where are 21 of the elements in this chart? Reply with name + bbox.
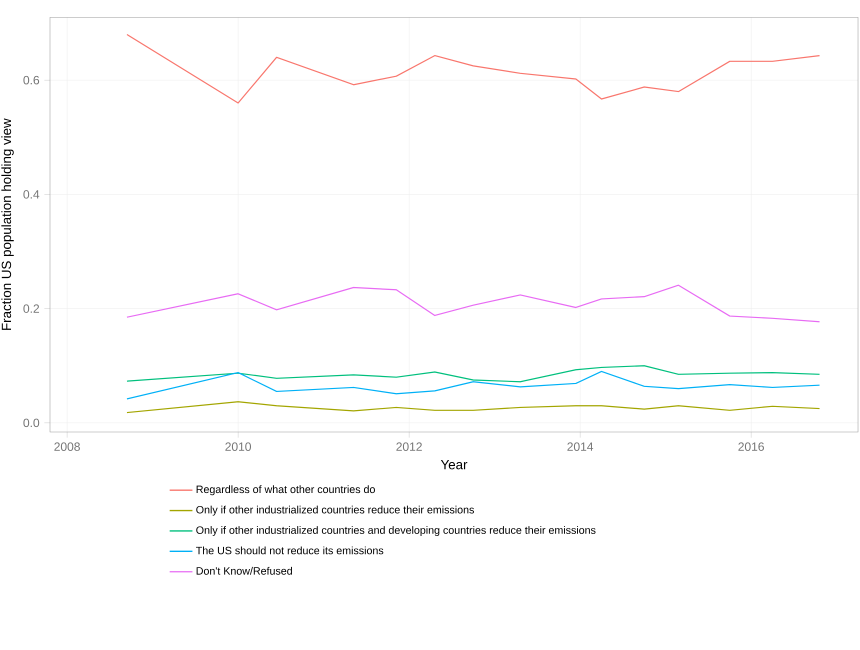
y-tick-label: 0.0 bbox=[23, 418, 40, 428]
line-series bbox=[126, 401, 820, 414]
legend-label: Regardless of what other countries do bbox=[196, 485, 375, 496]
x-tick-label: 2016 bbox=[738, 442, 764, 451]
y-tick-label: 0.4 bbox=[23, 190, 40, 199]
legend-label: Only if other industrialized countries and developing countries reduce their emissions bbox=[196, 526, 596, 536]
line-series bbox=[126, 365, 820, 382]
legend-label: Don't Know/Refused bbox=[196, 566, 292, 575]
y-tick-label: 0.6 bbox=[23, 76, 40, 84]
y-axis-title: Fraction US population holding view bbox=[1, 118, 14, 330]
x-tick-label: 2008 bbox=[54, 442, 80, 451]
x-tick-label: 2014 bbox=[567, 442, 594, 451]
x-tick-label: 2012 bbox=[396, 442, 422, 451]
line-series bbox=[126, 284, 820, 322]
line-series bbox=[126, 34, 820, 104]
x-axis-title: Year bbox=[440, 460, 468, 470]
x-tick-label: 2010 bbox=[225, 442, 251, 451]
y-tick-label: 0.2 bbox=[23, 304, 40, 313]
line-series bbox=[126, 370, 820, 400]
legend-label: The US should not reduce its emissions bbox=[196, 546, 384, 554]
legend-label: Only if other industrialized countries reduce their emissions bbox=[196, 506, 474, 516]
